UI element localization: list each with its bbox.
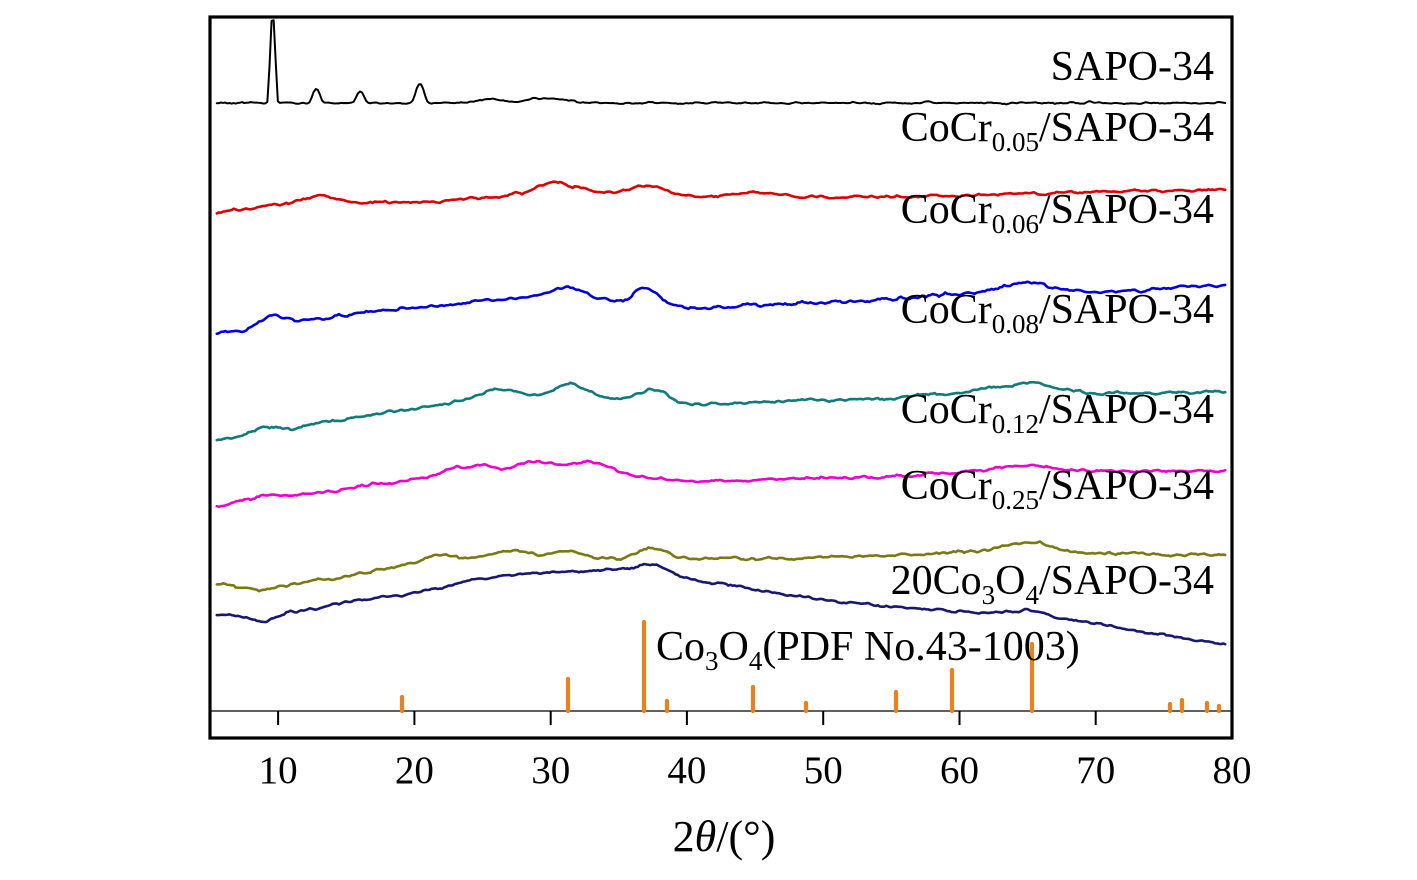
svg-text:80: 80 bbox=[1213, 749, 1252, 792]
svg-text:CoCr0.25/SAPO-34: CoCr0.25/SAPO-34 bbox=[901, 463, 1214, 515]
svg-text:2θ/(°): 2θ/(°) bbox=[673, 812, 776, 861]
svg-text:CoCr0.08/SAPO-34: CoCr0.08/SAPO-34 bbox=[901, 287, 1214, 339]
svg-text:CoCr0.06/SAPO-34: CoCr0.06/SAPO-34 bbox=[901, 187, 1214, 239]
svg-text:60: 60 bbox=[940, 749, 979, 792]
svg-text:30: 30 bbox=[531, 749, 570, 792]
svg-text:70: 70 bbox=[1076, 749, 1115, 792]
svg-text:50: 50 bbox=[804, 749, 843, 792]
svg-text:SAPO-34: SAPO-34 bbox=[1051, 44, 1214, 90]
svg-text:Co3O4(PDF No.43-1003): Co3O4(PDF No.43-1003) bbox=[656, 624, 1080, 676]
svg-text:40: 40 bbox=[667, 749, 706, 792]
svg-text:20Co3O4/SAPO-34: 20Co3O4/SAPO-34 bbox=[891, 558, 1214, 610]
svg-text:CoCr0.12/SAPO-34: CoCr0.12/SAPO-34 bbox=[901, 387, 1214, 439]
svg-text:CoCr0.05/SAPO-34: CoCr0.05/SAPO-34 bbox=[901, 105, 1214, 157]
svg-text:20: 20 bbox=[395, 749, 434, 792]
svg-text:10: 10 bbox=[259, 749, 298, 792]
